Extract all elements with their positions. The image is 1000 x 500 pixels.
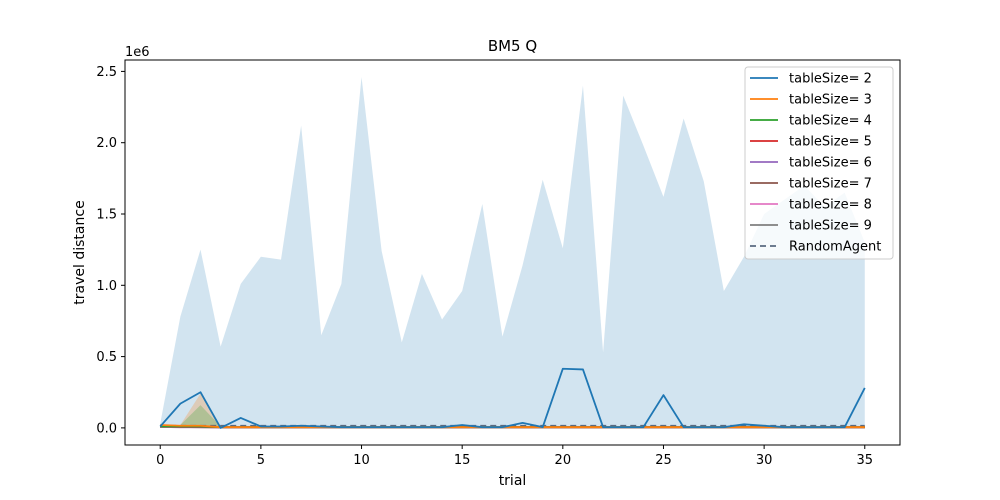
x-axis-label: trial xyxy=(499,473,527,489)
x-tick-label: 30 xyxy=(756,453,773,468)
legend-label-tablesize-9: tableSize= 9 xyxy=(789,219,872,234)
y-tick-label: 2.5 xyxy=(96,65,117,80)
legend-label-tablesize-8: tableSize= 8 xyxy=(789,198,872,213)
plot-frame xyxy=(124,59,901,446)
y-axis-ticks: 0.0 0.5 1.0 1.5 2.0 2.5 xyxy=(96,65,125,436)
x-tick-label: 0 xyxy=(156,453,164,468)
y-offset-label: 1e6 xyxy=(125,45,150,60)
legend-label-tablesize-7: tableSize= 7 xyxy=(789,177,872,192)
x-tick-label: 15 xyxy=(454,453,471,468)
y-tick-label: 0.5 xyxy=(96,350,117,365)
legend-label-tablesize-4: tableSize= 4 xyxy=(789,114,872,129)
x-tick-label: 5 xyxy=(257,453,265,468)
legend-box xyxy=(744,66,894,260)
band-tablesize-2 xyxy=(160,77,865,428)
y-tick-label: 0.0 xyxy=(96,421,117,436)
y-tick-label: 1.5 xyxy=(96,208,117,223)
series-lines xyxy=(159,367,866,429)
x-tick-label: 25 xyxy=(655,453,672,468)
legend: tableSize= 2 tableSize= 3 tableSize= 4 tabl… xyxy=(744,66,894,260)
legend-label-randomagent: RandomAgent xyxy=(789,240,881,255)
legend-label-tablesize-5: tableSize= 5 xyxy=(789,135,872,150)
y-tick-label: 1.0 xyxy=(96,279,117,294)
series-line-tablesize-2 xyxy=(159,367,866,429)
y-axis-label: travel distance xyxy=(72,200,88,304)
x-axis-ticks: 0 5 10 15 20 25 30 35 xyxy=(156,445,873,468)
chart-title: BM5 Q xyxy=(488,37,537,55)
legend-label-tablesize-6: tableSize= 6 xyxy=(789,156,872,171)
legend-label-tablesize-2: tableSize= 2 xyxy=(789,72,872,87)
legend-label-tablesize-3: tableSize= 3 xyxy=(789,93,872,108)
x-tick-label: 10 xyxy=(353,453,370,468)
x-tick-label: 35 xyxy=(856,453,873,468)
x-tick-label: 20 xyxy=(555,453,572,468)
confidence-bands xyxy=(160,77,865,428)
y-tick-label: 2.0 xyxy=(96,136,117,151)
